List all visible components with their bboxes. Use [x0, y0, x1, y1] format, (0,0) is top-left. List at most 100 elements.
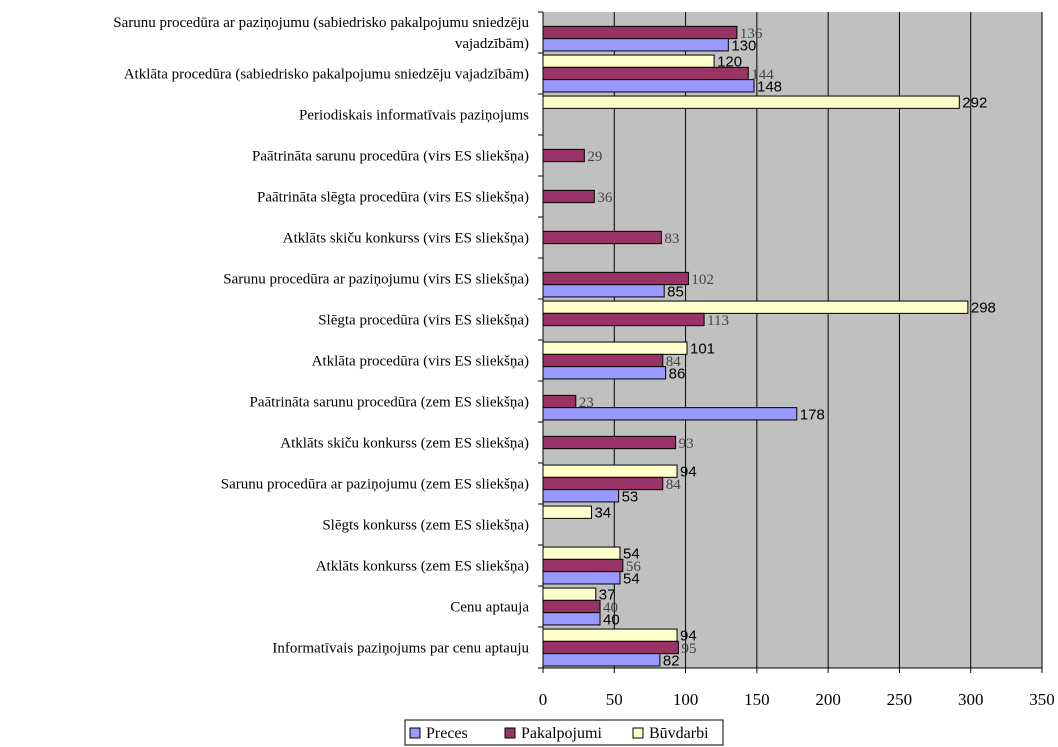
x-tick-label: 100 — [673, 690, 699, 709]
legend-label: Pakalpojumi — [521, 725, 602, 742]
data-label: 93 — [679, 436, 694, 452]
data-label: 101 — [690, 341, 715, 358]
legend-swatch — [632, 727, 644, 739]
data-label: 40 — [603, 611, 620, 628]
data-label: 53 — [622, 488, 639, 505]
category-label: Paātrināta slēgta procedūra (virs ES sli… — [257, 190, 529, 206]
data-label: 298 — [971, 300, 996, 317]
data-label: 120 — [717, 54, 742, 71]
bar — [542, 612, 601, 626]
x-tick-label: 350 — [1029, 690, 1055, 709]
legend: Preces Pakalpojumi Būvdarbi — [404, 719, 724, 746]
bar — [542, 587, 597, 601]
x-tick-label: 150 — [744, 690, 770, 709]
bar — [542, 599, 601, 614]
data-label: 34 — [594, 505, 611, 522]
data-label: 85 — [667, 283, 684, 300]
legend-swatch — [409, 727, 421, 739]
data-label: 95 — [681, 641, 696, 657]
data-label: 54 — [623, 570, 640, 587]
category-label: Sarunu procedūra ar paziņojumu (zem ES s… — [221, 477, 529, 493]
x-tick-label: 250 — [887, 690, 913, 709]
bar — [542, 300, 969, 314]
data-label: 40 — [603, 600, 618, 616]
data-label: 136 — [740, 26, 763, 42]
data-label: 144 — [751, 67, 774, 83]
legend-swatch — [504, 727, 516, 739]
category-label: Sarunu procedūra ar paziņojumu (virs ES … — [223, 272, 529, 288]
bar — [542, 54, 715, 68]
bar — [542, 38, 729, 52]
category-label: Periodiskais informatīvais paziņojums — [299, 108, 529, 124]
legend-box — [404, 719, 724, 746]
legend-label: Preces — [426, 725, 468, 742]
data-label: 148 — [757, 78, 782, 95]
data-label: 94 — [680, 628, 697, 645]
bar — [542, 628, 678, 642]
data-label: 94 — [680, 464, 697, 481]
bar — [542, 505, 592, 519]
legend-label: Būvdarbi — [649, 725, 709, 742]
data-label: 23 — [579, 395, 594, 411]
x-tick-label: 200 — [815, 690, 841, 709]
bar — [542, 353, 664, 368]
x-tick-label: 300 — [958, 690, 984, 709]
bar — [542, 230, 662, 245]
bar — [542, 312, 705, 327]
bar — [542, 653, 661, 667]
bar — [542, 341, 688, 355]
x-tick-labels: 0 50 100 150 200 250 300 350 — [539, 690, 1055, 709]
bar — [542, 79, 755, 93]
bar — [542, 558, 624, 573]
bar — [542, 189, 595, 204]
category-label: Informatīvais paziņojums par cenu aptauj… — [272, 641, 529, 657]
category-label: vajadzībām) — [455, 36, 529, 52]
bar — [542, 366, 667, 380]
data-label: 36 — [597, 190, 613, 206]
x-tick-label: 50 — [606, 690, 623, 709]
data-label: 29 — [587, 149, 602, 165]
bar — [542, 284, 665, 298]
bar — [542, 489, 620, 503]
category-label: Atklāts skiču konkurss (virs ES sliekšņa… — [283, 231, 529, 247]
bar — [542, 546, 621, 560]
data-label: 84 — [666, 477, 682, 493]
gridlines — [613, 12, 1043, 668]
bar — [542, 464, 678, 478]
category-label: Atklāta procedūra (virs ES sliekšņa) — [312, 354, 529, 370]
data-label: 84 — [666, 354, 682, 370]
bar — [542, 435, 677, 450]
category-label: Paātrināta sarunu procedūra (virs ES sli… — [252, 149, 529, 165]
category-label: Sarunu procedūra ar paziņojumu (sabiedri… — [113, 15, 529, 31]
bar — [542, 476, 664, 491]
x-tick-label: 0 — [539, 690, 548, 709]
data-label: 86 — [669, 365, 686, 382]
bar — [542, 571, 621, 585]
category-label: Slēgts konkurss (zem ES sliekšņa) — [322, 518, 529, 534]
category-label: Cenu aptauja — [450, 600, 529, 616]
data-label: 56 — [626, 559, 642, 575]
category-label: Atklāta procedūra (sabiedrisko pakalpoju… — [124, 67, 529, 83]
plot-area — [543, 12, 1042, 668]
category-label: Paātrināta sarunu procedūra (zem ES slie… — [250, 395, 529, 411]
category-label: Atklāts konkurss (zem ES sliekšņa) — [316, 559, 529, 575]
category-labels: Sarunu procedūra ar paziņojumu (sabiedri… — [113, 15, 529, 657]
data-label: 130 — [731, 37, 756, 54]
bar — [542, 95, 960, 109]
bar — [542, 148, 585, 163]
data-label: 102 — [691, 272, 714, 288]
bars — [542, 25, 969, 667]
data-label: 292 — [962, 95, 987, 112]
data-label: 178 — [800, 406, 825, 423]
category-label: Atklāts skiču konkurss (zem ES sliekšņa) — [280, 436, 529, 452]
category-label: Slēgta procedūra (virs ES sliekšņa) — [318, 313, 529, 329]
bar — [542, 394, 577, 409]
data-label: 83 — [664, 231, 679, 247]
data-label: 113 — [707, 313, 729, 329]
bar — [542, 640, 679, 655]
data-label: 37 — [599, 587, 616, 604]
bar — [542, 25, 738, 40]
data-label: 82 — [663, 652, 680, 669]
